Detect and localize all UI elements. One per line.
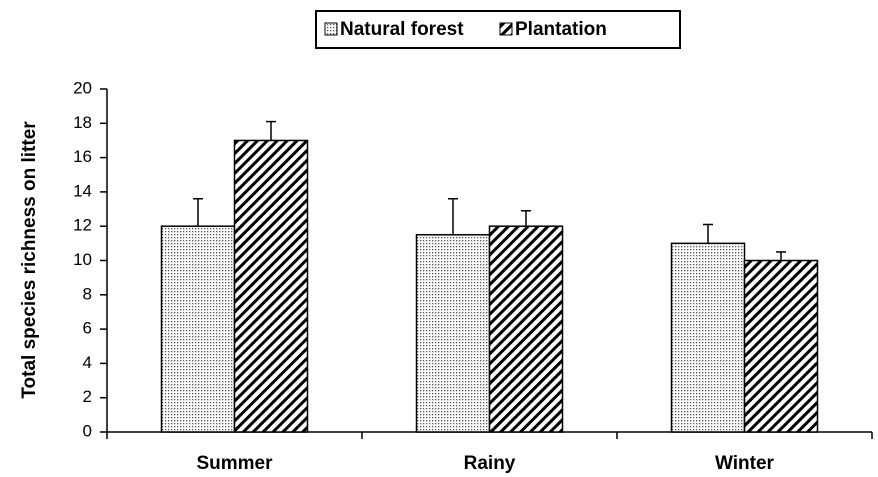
bar xyxy=(233,139,309,433)
y-tick-label: 2 xyxy=(83,387,92,406)
y-tick-label: 8 xyxy=(83,284,92,303)
y-tick-label: 6 xyxy=(83,319,92,338)
bar xyxy=(415,234,491,433)
y-tick-label: 18 xyxy=(73,113,92,132)
legend-swatch xyxy=(499,22,513,36)
legend-swatch xyxy=(324,22,338,36)
y-tick-label: 12 xyxy=(73,216,92,235)
y-tick-label: 0 xyxy=(83,421,92,440)
y-axis-label: Total species richness on litter xyxy=(19,121,40,399)
bar xyxy=(670,242,746,433)
bar xyxy=(488,225,564,433)
y-tick-label: 10 xyxy=(73,250,92,269)
bar xyxy=(160,225,236,433)
y-tick-label: 14 xyxy=(73,181,92,200)
x-tick-label: Rainy xyxy=(464,453,516,474)
legend-box xyxy=(315,10,681,49)
y-tick-label: 16 xyxy=(73,147,92,166)
x-tick-label: Summer xyxy=(196,453,273,474)
bar xyxy=(743,259,819,433)
legend-label: Plantation xyxy=(515,19,607,40)
legend-label: Natural forest xyxy=(340,19,464,40)
y-tick-label: 4 xyxy=(83,353,92,372)
x-tick-label: Winter xyxy=(715,453,775,474)
y-tick-label: 20 xyxy=(73,78,92,97)
